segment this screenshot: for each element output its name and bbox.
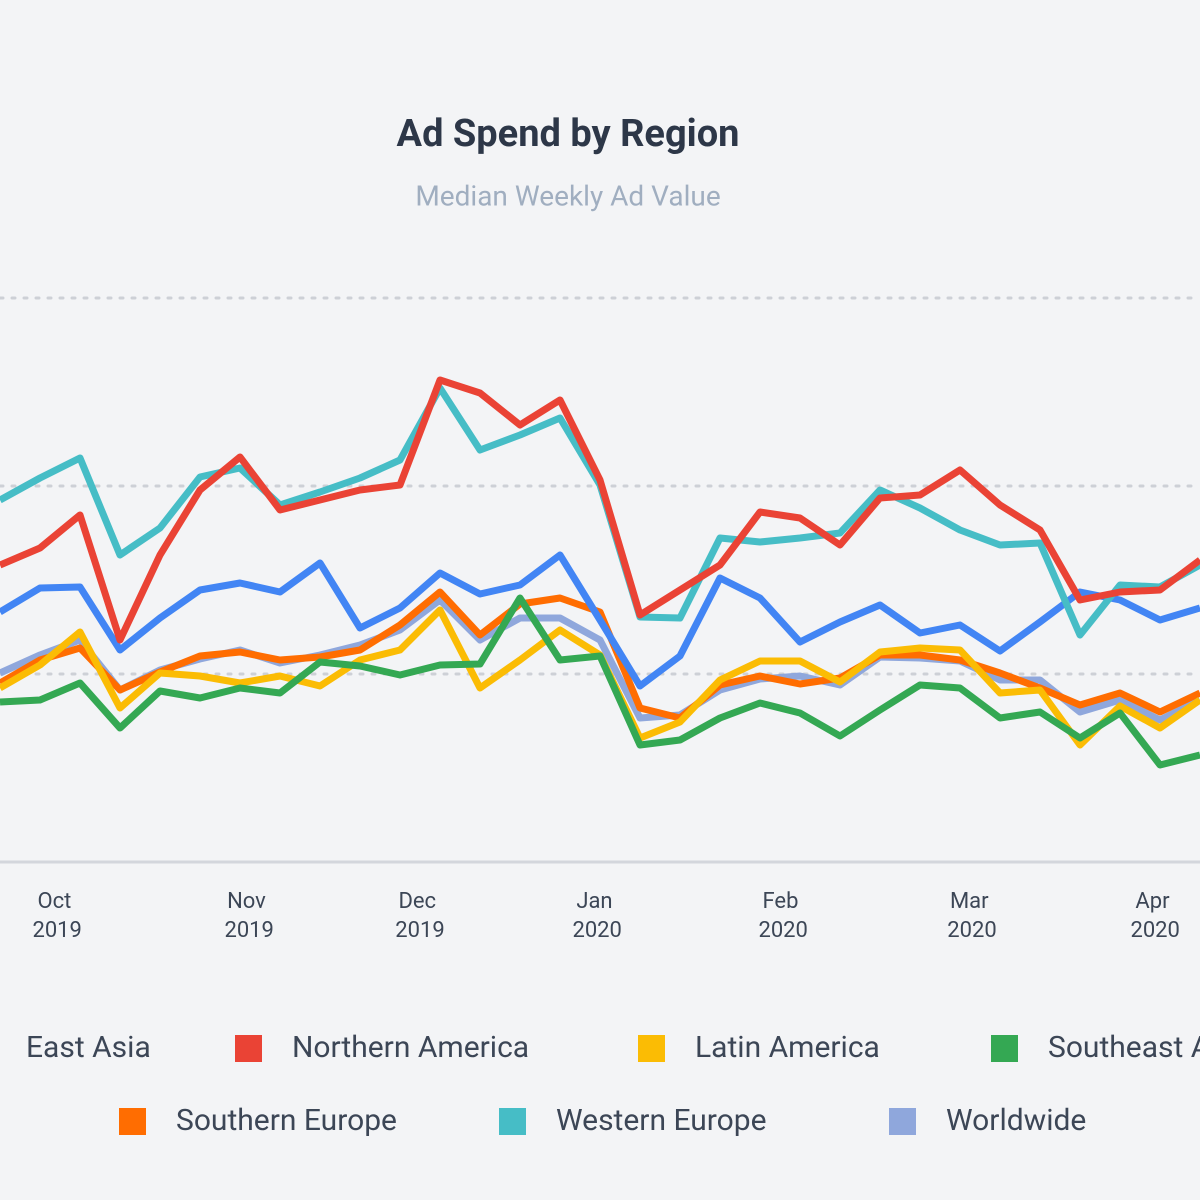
legend-swatch bbox=[499, 1108, 526, 1135]
legend-label: Southern Europe bbox=[176, 1103, 397, 1138]
series-line bbox=[0, 384, 1200, 639]
legend-swatch bbox=[889, 1108, 916, 1135]
x-tick-label: Apr 2020 bbox=[1130, 889, 1179, 943]
legend-swatch bbox=[119, 1108, 146, 1135]
series-line bbox=[0, 376, 1200, 644]
legend-swatch bbox=[235, 1035, 262, 1062]
legend-label: Worldwide bbox=[946, 1103, 1086, 1138]
legend-swatch bbox=[638, 1035, 665, 1062]
legend-label: Latin America bbox=[695, 1030, 880, 1065]
x-tick-label: Dec 2019 bbox=[395, 889, 444, 943]
x-tick-label: Mar 2020 bbox=[947, 889, 996, 943]
x-tick-label: Oct 2019 bbox=[32, 889, 81, 943]
legend-label: Northern America bbox=[292, 1030, 529, 1065]
legend-label: Western Europe bbox=[556, 1103, 767, 1138]
legend-swatch bbox=[991, 1035, 1018, 1062]
series-line bbox=[0, 551, 1200, 690]
legend-label: Southeast A bbox=[1048, 1030, 1200, 1065]
x-tick-label: Jan 2020 bbox=[572, 889, 621, 943]
legend-label: East Asia bbox=[26, 1030, 151, 1065]
series-line bbox=[0, 594, 1200, 769]
series-line bbox=[0, 588, 1200, 722]
x-tick-label: Nov 2019 bbox=[224, 889, 273, 943]
x-tick-label: Feb 2020 bbox=[758, 889, 807, 943]
chart-title: Ad Spend by Region bbox=[397, 112, 740, 156]
chart-subtitle: Median Weekly Ad Value bbox=[415, 179, 720, 212]
